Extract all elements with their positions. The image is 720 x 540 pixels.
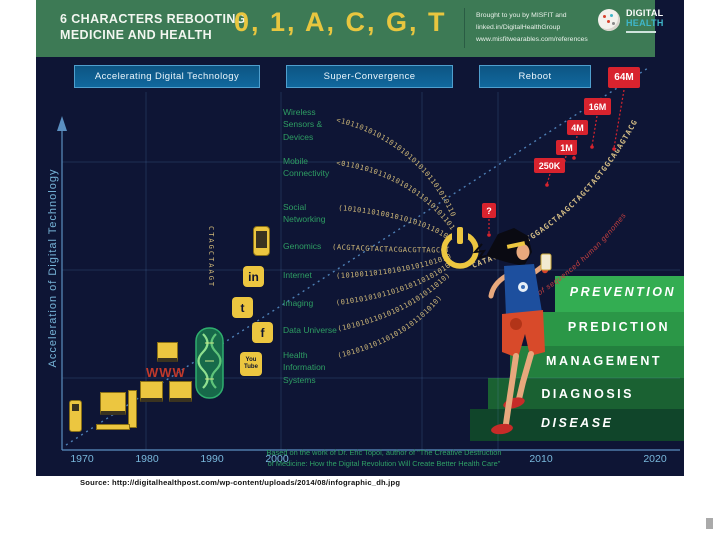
y-axis-label: Acceleration of Digital Technology bbox=[47, 168, 59, 368]
badge-64m: 64M bbox=[608, 67, 640, 88]
header-divider bbox=[464, 8, 465, 48]
badge-4m: 4M bbox=[567, 120, 588, 135]
slide-corner-mark bbox=[706, 518, 713, 529]
phase-banner-reboot: Reboot bbox=[479, 65, 591, 88]
step-prevention bbox=[555, 276, 684, 312]
attribution-line2: of Medicine: How the Digital Revolution … bbox=[267, 459, 501, 469]
linkedin-icon: in bbox=[243, 266, 264, 287]
desktop-keyboard-icon bbox=[96, 424, 130, 430]
badge-16m: 16M bbox=[584, 98, 611, 115]
gridlines bbox=[62, 92, 680, 450]
credit-line2: linked.in/DigitalHealthGroup bbox=[476, 23, 561, 31]
tech-wireless-sensors: Wireless Sensors & Devices bbox=[283, 107, 323, 142]
year-2000: 2000 bbox=[265, 453, 289, 465]
infographic-title: 6 CHARACTERS REBOOTING MEDICINE AND HEAL… bbox=[60, 11, 246, 44]
year-2010: 2010 bbox=[529, 453, 553, 465]
header-band: 6 CHARACTERS REBOOTING MEDICINE AND HEAL… bbox=[36, 0, 655, 57]
www-monitor-right-icon bbox=[169, 381, 192, 402]
tech-imaging: Imaging bbox=[283, 298, 314, 308]
title-line2: MEDICINE AND HEALTH bbox=[60, 28, 213, 43]
year-1980: 1980 bbox=[135, 453, 159, 465]
phase-banner-accelerating: Accelerating Digital Technology bbox=[74, 65, 260, 88]
smartphone-screen bbox=[256, 231, 267, 248]
facebook-icon: f bbox=[252, 322, 273, 343]
title-line1: 6 CHARACTERS REBOOTING bbox=[60, 12, 246, 26]
year-1990: 1990 bbox=[200, 453, 224, 465]
logo-tagline-mark bbox=[626, 30, 656, 33]
source-citation: Source: http://digitalhealthpost.com/wp-… bbox=[80, 478, 401, 487]
www-monitor-top-icon bbox=[157, 342, 178, 362]
tech-mobile-connectivity: Mobile Connectivity bbox=[283, 156, 330, 179]
year-1970: 1970 bbox=[70, 453, 94, 465]
runner-illustration bbox=[472, 228, 552, 435]
youtube-line2: Tube bbox=[244, 364, 258, 370]
attribution-line1: Based on the work of Dr. Eric Topol, aut… bbox=[266, 448, 502, 457]
attribution-text: Based on the work of Dr. Eric Topol, aut… bbox=[248, 447, 520, 469]
badge-250k: 250K bbox=[534, 158, 565, 173]
desktop-tower-icon bbox=[128, 390, 137, 428]
stair-label-prediction: PREDICTION bbox=[567, 320, 670, 334]
desktop-monitor-icon bbox=[100, 392, 126, 415]
dna-test-tube-icon bbox=[195, 327, 224, 399]
axes bbox=[57, 116, 680, 451]
six-characters-text: 0, 1, A, C, G, T bbox=[234, 7, 447, 37]
logo-line1: DIGITAL bbox=[626, 8, 664, 18]
misfit-logo-icon bbox=[598, 9, 620, 31]
youtube-line1: You bbox=[245, 356, 257, 363]
www-monitor-left-icon bbox=[140, 381, 163, 402]
stair-label-diagnosis: DIAGNOSIS bbox=[541, 387, 634, 401]
credit-line3: www.misfitwearables.com/references bbox=[476, 35, 588, 43]
youtube-icon: You Tube bbox=[240, 352, 262, 376]
tech-social-networking: Social Networking bbox=[283, 202, 326, 225]
logo-line2: HEALTH bbox=[626, 17, 664, 28]
credits-block: Brought to you by MISFIT and linked.in/D… bbox=[476, 10, 588, 46]
trend-line bbox=[65, 67, 649, 446]
phase-banner-super-convergence: Super-Convergence bbox=[286, 65, 453, 88]
tech-genomics: Genomics bbox=[283, 241, 322, 251]
cellphone-screen bbox=[72, 404, 79, 411]
tech-internet: Internet bbox=[283, 270, 312, 280]
digital-health-logo: DIGITAL HEALTH bbox=[626, 8, 664, 33]
dna-sequence-vertical: CTAGCTAAGT bbox=[207, 226, 215, 289]
credit-line1: Brought to you by MISFIT and bbox=[476, 12, 567, 19]
stair-label-prevention: PREVENTION bbox=[569, 285, 676, 299]
tech-data-universe: Data Universe bbox=[283, 325, 337, 335]
step-prediction bbox=[528, 312, 684, 346]
tech-health-information: Health Information Systems bbox=[283, 350, 326, 385]
www-label: WWW bbox=[146, 365, 186, 380]
year-2020: 2020 bbox=[643, 453, 667, 465]
infographic-panel: <10110101011010101010101101010110 <01101… bbox=[36, 0, 684, 476]
stair-label-disease: DISEASE bbox=[541, 416, 614, 430]
badge-unknown: ? bbox=[482, 203, 496, 218]
twitter-icon: t bbox=[232, 297, 253, 318]
badge-1m: 1M bbox=[556, 140, 577, 155]
stair-label-management: MANAGEMENT bbox=[546, 354, 662, 368]
